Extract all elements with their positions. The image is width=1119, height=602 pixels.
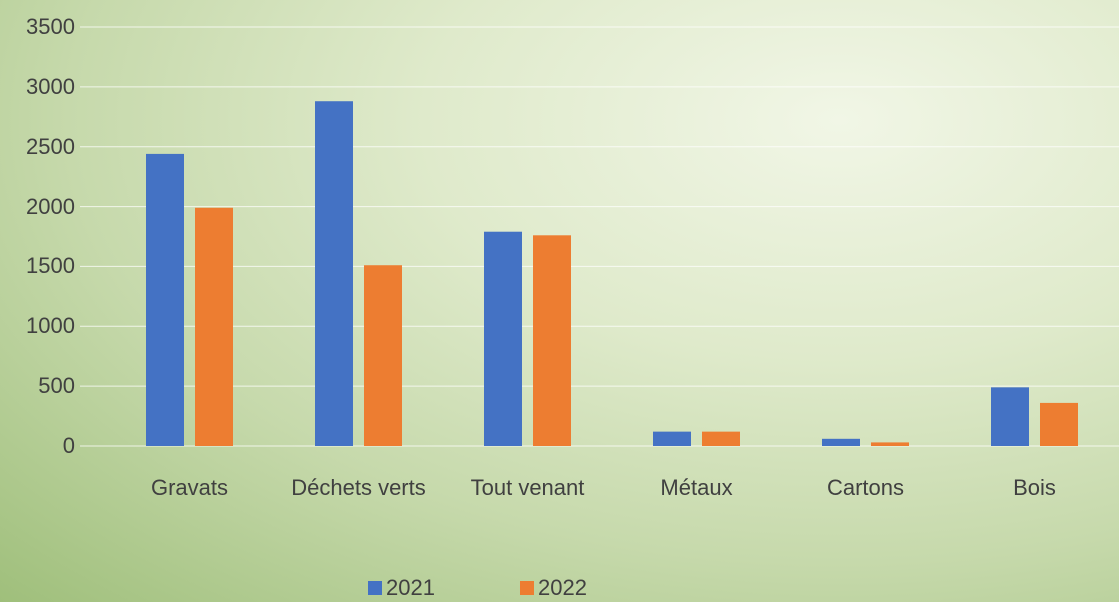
y-tick-label: 2000 bbox=[0, 193, 75, 221]
bar bbox=[991, 387, 1029, 446]
legend-swatch bbox=[520, 581, 534, 595]
legend-swatch bbox=[368, 581, 382, 595]
plot bbox=[0, 0, 1119, 602]
bar bbox=[702, 432, 740, 446]
legend-label: 2021 bbox=[386, 574, 435, 602]
bar bbox=[364, 265, 402, 446]
x-tick-label: Bois bbox=[966, 474, 1104, 502]
x-tick-label: Tout venant bbox=[459, 474, 597, 502]
chart: 0 500 1000 1500 2000 2500 3000 3500 Gravats Déche… bbox=[0, 0, 1119, 602]
bar bbox=[822, 439, 860, 446]
y-tick-label: 3500 bbox=[0, 13, 75, 41]
x-tick-label: Métaux bbox=[628, 474, 766, 502]
x-tick-label: Gravats bbox=[121, 474, 259, 502]
y-tick-label: 1500 bbox=[0, 252, 75, 280]
y-tick-label: 1000 bbox=[0, 312, 75, 340]
legend-label: 2022 bbox=[538, 574, 587, 602]
bar bbox=[653, 432, 691, 446]
bar bbox=[1040, 403, 1078, 446]
bar bbox=[315, 101, 353, 446]
bar bbox=[146, 154, 184, 446]
bar bbox=[195, 208, 233, 446]
bar bbox=[533, 235, 571, 446]
bar bbox=[871, 442, 909, 446]
x-tick-label: Déchets verts bbox=[290, 474, 428, 502]
y-tick-label: 2500 bbox=[0, 133, 75, 161]
y-tick-label: 3000 bbox=[0, 73, 75, 101]
x-tick-label: Cartons bbox=[797, 474, 935, 502]
y-tick-label: 500 bbox=[0, 372, 75, 400]
bar bbox=[484, 232, 522, 446]
y-tick-label: 0 bbox=[0, 432, 75, 460]
